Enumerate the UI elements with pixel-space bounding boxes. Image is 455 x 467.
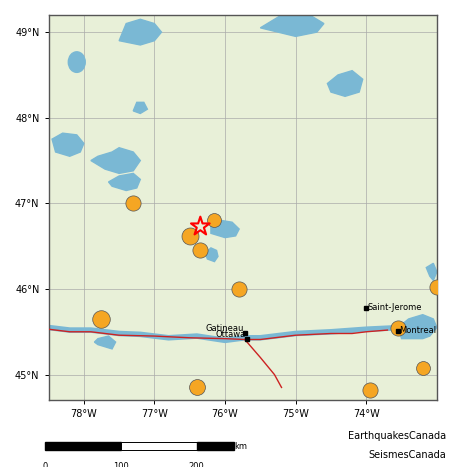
- Polygon shape: [133, 102, 147, 113]
- Text: SeismesCanada: SeismesCanada: [368, 450, 446, 460]
- Point: [197, 223, 204, 230]
- Point: [197, 247, 204, 254]
- Bar: [46, 442, 121, 450]
- Polygon shape: [205, 248, 218, 262]
- Point: [366, 386, 374, 394]
- Point: [236, 285, 243, 293]
- Point: [433, 283, 440, 291]
- Text: Gatineau: Gatineau: [205, 325, 243, 333]
- Circle shape: [68, 52, 85, 72]
- Point: [130, 199, 137, 207]
- Text: Ottawa: Ottawa: [215, 330, 246, 339]
- Point: [186, 232, 193, 240]
- Point: [193, 384, 201, 391]
- Text: km: km: [234, 441, 247, 451]
- Bar: [197, 442, 234, 450]
- Text: Saint-Jerome: Saint-Jerome: [368, 303, 422, 312]
- Text: Montreal: Montreal: [399, 326, 436, 335]
- Point: [394, 324, 402, 331]
- Bar: [121, 442, 197, 450]
- Text: 0: 0: [43, 462, 48, 467]
- Polygon shape: [52, 133, 84, 156]
- Polygon shape: [426, 263, 437, 280]
- Point: [419, 364, 426, 371]
- Text: EarthquakesCanada: EarthquakesCanada: [348, 432, 446, 441]
- Polygon shape: [260, 15, 324, 36]
- Text: 100: 100: [113, 462, 129, 467]
- Polygon shape: [91, 148, 140, 173]
- Point: [211, 217, 218, 224]
- Polygon shape: [328, 71, 363, 96]
- Polygon shape: [211, 220, 239, 238]
- Polygon shape: [398, 315, 437, 339]
- Polygon shape: [95, 336, 116, 349]
- Polygon shape: [119, 19, 162, 45]
- Point: [98, 315, 105, 323]
- Polygon shape: [109, 173, 140, 191]
- Text: 200: 200: [189, 462, 204, 467]
